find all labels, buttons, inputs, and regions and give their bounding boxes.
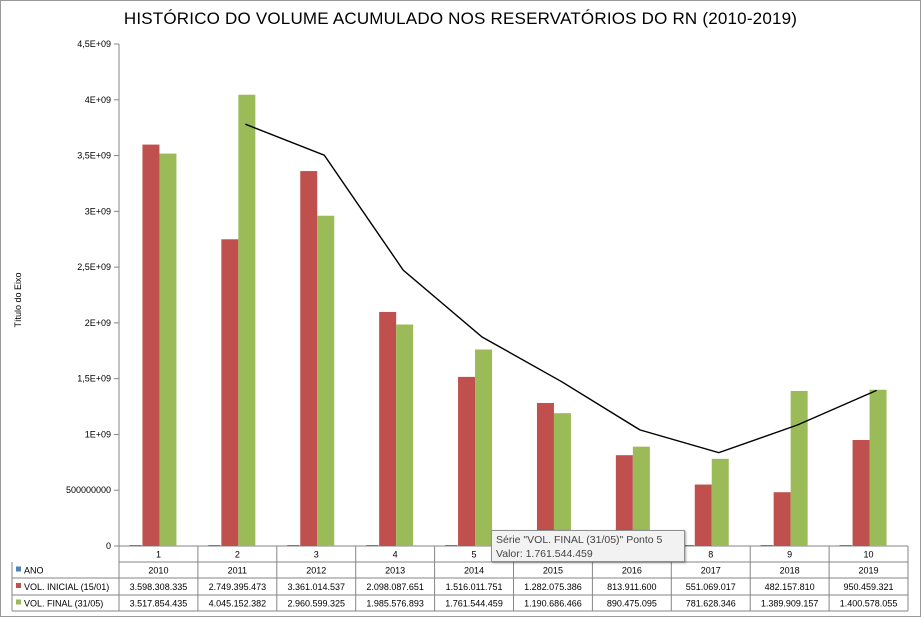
bar-vol-inicial: [615, 455, 633, 546]
table-cell: 3.517.854.435: [130, 599, 188, 609]
bar-ano: [129, 545, 142, 546]
legend-label: VOL. FINAL (31/05): [24, 599, 103, 609]
table-cell: 3.598.308.335: [130, 582, 188, 592]
table-cell: 2017: [701, 566, 721, 576]
table-cell: 950.459.321: [844, 582, 894, 592]
y-tick-label: 4E+09: [85, 95, 111, 105]
y-tick-label: 2E+09: [85, 318, 111, 328]
bar-vol-final: [396, 324, 414, 546]
y-tick-label: 500000000: [66, 485, 111, 495]
legend-label: ANO: [24, 566, 44, 576]
table-cell: 3.361.014.537: [287, 582, 345, 592]
bar-vol-inicial: [852, 439, 870, 546]
y-tick-label: 2,5E+09: [77, 262, 111, 272]
category-label: 9: [787, 550, 792, 560]
y-tick-label: 0: [106, 541, 111, 551]
table-cell: 2019: [859, 566, 879, 576]
bar-vol-final: [159, 153, 177, 547]
y-tick-label: 1E+09: [85, 429, 111, 439]
table-cell: 2012: [306, 566, 326, 576]
bar-vol-final: [475, 349, 493, 546]
category-label: 8: [708, 550, 713, 560]
legend-label: VOL. INICIAL (15/01): [24, 582, 109, 592]
table-cell: 813.911.600: [607, 582, 656, 592]
table-cell: 1.389.909.157: [761, 599, 819, 609]
category-label: 1: [156, 550, 161, 560]
table-cell: 482.157.810: [765, 582, 815, 592]
bar-vol-final: [238, 94, 256, 546]
table-cell: 2.960.599.325: [287, 599, 345, 609]
category-label: 4: [393, 550, 398, 560]
legend-key: [16, 599, 21, 605]
bar-vol-final: [632, 446, 650, 546]
bar-vol-inicial: [300, 171, 318, 546]
table-cell: 2016: [622, 566, 642, 576]
bar-ano: [681, 545, 694, 546]
legend-key: [16, 566, 21, 572]
y-tick-label: 3E+09: [85, 206, 111, 216]
bar-vol-final: [790, 390, 808, 546]
legend-key: [16, 583, 21, 588]
bar-vol-final: [553, 413, 571, 546]
trendline: [245, 123, 877, 454]
table-cell: 1.985.576.893: [366, 599, 424, 609]
bar-vol-inicial: [221, 239, 239, 546]
bar-vol-final: [317, 215, 335, 546]
chart-title: HISTÓRICO DO VOLUME ACUMULADO NOS RESERV…: [123, 9, 798, 28]
y-tick-label: 1,5E+09: [77, 374, 111, 384]
data-point-tooltip: Série "VOL. FINAL (31/05)" Ponto 5 Valor…: [491, 530, 685, 562]
category-label: 10: [864, 550, 874, 560]
bar-vol-inicial: [773, 492, 791, 546]
bar-vol-final: [869, 389, 887, 546]
table-cell: 2.749.395.473: [209, 582, 267, 592]
table-cell: 2.098.087.651: [366, 582, 424, 592]
bar-ano: [287, 545, 300, 546]
table-cell: 1.761.544.459: [445, 599, 503, 609]
table-cell: 1.190.686.466: [524, 599, 582, 609]
table-cell: 2018: [780, 566, 800, 576]
y-tick-label: 3,5E+09: [77, 151, 111, 161]
bar-vol-inicial: [142, 144, 160, 546]
bar-ano: [445, 545, 458, 546]
bar-vol-inicial: [536, 402, 554, 546]
table-cell: 1.516.011.751: [446, 582, 503, 592]
bar-ano: [208, 545, 221, 546]
table-cell: 1.282.075.386: [524, 582, 582, 592]
category-label: 3: [314, 550, 319, 560]
table-cell: 4.045.152.382: [209, 599, 267, 609]
table-cell: 2011: [228, 566, 247, 576]
table-cell: 2015: [543, 566, 563, 576]
table-cell: 781.628.346: [686, 599, 736, 609]
bar-ano: [839, 545, 852, 546]
bar-ano: [366, 545, 379, 546]
table-cell: 551.069.017: [686, 582, 736, 592]
tooltip-series: Série "VOL. FINAL (31/05)" Ponto 5: [496, 534, 663, 546]
y-tick-label: 4,5E+09: [77, 39, 111, 49]
bar-vol-final: [711, 458, 729, 546]
table-cell: 1.400.578.055: [840, 599, 898, 609]
bar-vol-inicial: [694, 484, 712, 546]
table-cell: 890.475.095: [607, 599, 657, 609]
category-label: 2: [235, 550, 240, 560]
table-cell: 2010: [148, 566, 168, 576]
bar-vol-inicial: [458, 376, 476, 546]
table-cell: 2013: [385, 566, 405, 576]
tooltip-value: Valor: 1.761.544.459: [496, 548, 593, 560]
table-cell: 2014: [464, 566, 484, 576]
bar-ano: [760, 545, 773, 546]
category-label: 5: [472, 550, 477, 560]
bar-vol-inicial: [379, 311, 397, 546]
